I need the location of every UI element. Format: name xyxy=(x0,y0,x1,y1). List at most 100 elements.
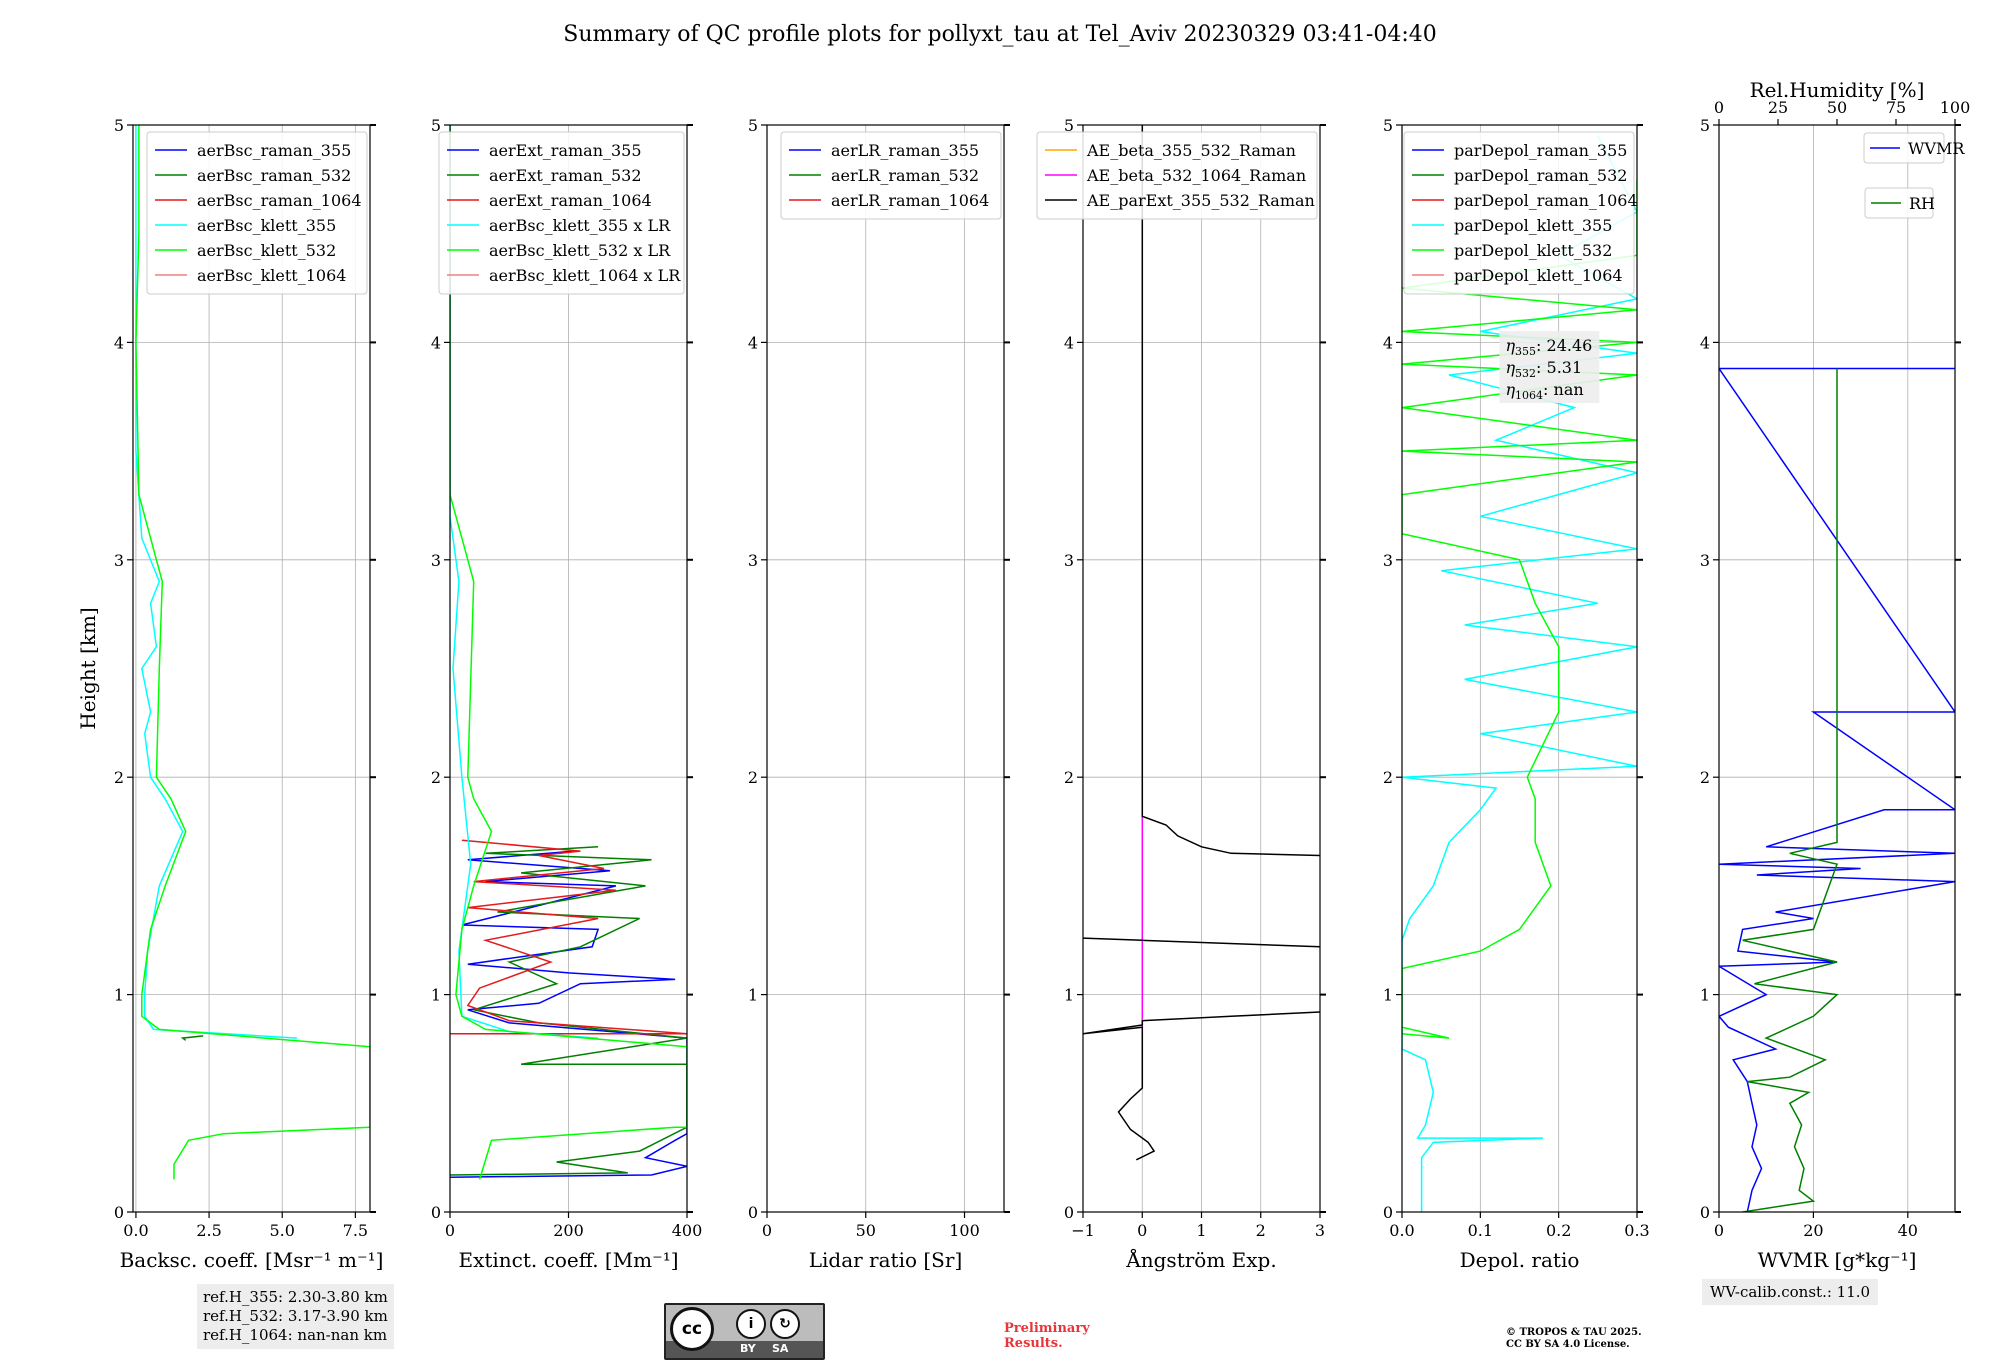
x-tick-label: 0.2 xyxy=(1546,1221,1571,1240)
x2-tick-label: 100 xyxy=(1940,98,1971,117)
legend-label: AE_parExt_355_532_Raman xyxy=(1086,191,1315,210)
legend-label: aerExt_raman_355 xyxy=(489,141,642,160)
eta-annotation: η532: 5.31 xyxy=(1505,358,1582,380)
y-tick-label: 4 xyxy=(431,333,441,352)
axes-frame xyxy=(132,124,371,1213)
y-tick-label: 0 xyxy=(748,1203,758,1222)
legend-label: aerBsc_raman_355 xyxy=(197,141,351,160)
x-tick-label: 3 xyxy=(1315,1221,1325,1240)
ref-height-355: ref.H_355: 2.30-3.80 km xyxy=(203,1288,388,1306)
y-tick-label: 0 xyxy=(1064,1203,1074,1222)
attribution-icon: i xyxy=(736,1309,766,1339)
badge-by-label: BY xyxy=(740,1342,756,1355)
legend-label: WVMR xyxy=(1908,139,1965,158)
y-tick-label: 5 xyxy=(114,116,124,135)
share-alike-icon: ↻ xyxy=(770,1309,800,1339)
y-tick-label: 5 xyxy=(1383,116,1393,135)
copyright-line-1: © TROPOS & TAU 2025. xyxy=(1506,1327,1642,1338)
y-tick-label: 4 xyxy=(1383,333,1393,352)
panel-3 xyxy=(761,124,1010,1218)
ref-height-532: ref.H_532: 3.17-3.90 km xyxy=(203,1307,388,1325)
legend-box xyxy=(438,131,685,295)
x-axis-label: Ångström Exp. xyxy=(1125,1247,1276,1272)
series-line-aerext-raman-355 xyxy=(450,850,687,1178)
legend-label: parDepol_raman_1064 xyxy=(1454,191,1638,210)
y-tick-label: 5 xyxy=(1700,116,1710,135)
x-tick-label: 7.5 xyxy=(343,1221,368,1240)
legend-label: parDepol_klett_532 xyxy=(1454,241,1612,260)
x-tick-label: 20 xyxy=(1803,1221,1823,1240)
y-tick-label: 4 xyxy=(1700,333,1710,352)
legend-label: parDepol_klett_1064 xyxy=(1454,266,1623,285)
y-tick-label: 5 xyxy=(1064,116,1074,135)
legend-label: parDepol_klett_355 xyxy=(1454,216,1612,235)
series-line-ae-parext-355-532-raman xyxy=(1083,1011,1320,1161)
axes-frame xyxy=(1401,124,1638,1213)
y-tick-label: 1 xyxy=(1700,986,1710,1005)
reference-height-box: ref.H_355: 2.30-3.80 km ref.H_532: 3.17-… xyxy=(197,1284,394,1349)
x-tick-label: 1 xyxy=(1196,1221,1206,1240)
x-tick-label: 5.0 xyxy=(269,1221,294,1240)
series-line-aerbsc-klett-355-x-lr xyxy=(450,125,599,1039)
y-tick-label: 0 xyxy=(1700,1203,1710,1222)
y-tick-label: 2 xyxy=(114,768,124,787)
legend-box xyxy=(146,131,368,295)
series-line-wvmr xyxy=(1719,367,1955,1212)
preliminary-line-2: Results. xyxy=(1004,1336,1063,1351)
panel-2 xyxy=(438,124,693,1218)
x-tick-label: 100 xyxy=(949,1221,980,1240)
y-tick-label: 4 xyxy=(748,333,758,352)
x2-tick-label: 25 xyxy=(1768,98,1788,117)
panel-6 xyxy=(1713,119,1961,1218)
x-tick-label: 50 xyxy=(856,1221,876,1240)
y-tick-label: 4 xyxy=(114,333,124,352)
y-tick-label: 1 xyxy=(748,986,758,1005)
series-line-pardepol-klett-355 xyxy=(1402,135,1637,1212)
y-tick-label: 2 xyxy=(748,768,758,787)
y-tick-label: 3 xyxy=(1383,551,1393,570)
y-tick-label: 1 xyxy=(114,986,124,1005)
series-line-rh xyxy=(1742,368,1839,1212)
x-axis-label: Lidar ratio [Sr] xyxy=(809,1248,963,1272)
series-line-ae-parext-355-532-raman-c xyxy=(1141,125,1320,857)
y-axis-label: Height [km] xyxy=(76,607,100,729)
preliminary-note: Preliminary Results. xyxy=(1004,1321,1090,1351)
x-tick-label: 0 xyxy=(445,1221,455,1240)
y-tick-label: 0 xyxy=(1383,1203,1393,1222)
x-tick-label: 0 xyxy=(1714,1221,1724,1240)
legend-label: aerBsc_klett_355 x LR xyxy=(489,216,671,235)
y-tick-label: 2 xyxy=(431,768,441,787)
y-tick-label: 0 xyxy=(114,1203,124,1222)
series-line-pardepol-klett-532 xyxy=(1402,179,1637,1039)
y-tick-label: 3 xyxy=(1064,551,1074,570)
y-tick-label: 3 xyxy=(114,551,124,570)
eta-annotation: η1064: nan xyxy=(1505,380,1583,402)
panel-5 xyxy=(1396,124,1643,1218)
y-tick-label: 5 xyxy=(431,116,441,135)
cc-by-sa-license-badge: cc i ↻ BY SA xyxy=(664,1303,825,1360)
y-tick-label: 2 xyxy=(1383,768,1393,787)
x-tick-label: 0.3 xyxy=(1624,1221,1649,1240)
panel-1 xyxy=(127,124,376,1218)
x-axis-label: WVMR [g*kg⁻¹] xyxy=(1758,1248,1917,1272)
legend-label: aerBsc_klett_355 xyxy=(197,216,336,235)
eta-annotation-box xyxy=(1499,331,1600,403)
figure-title: Summary of QC profile plots for pollyxt_… xyxy=(563,22,1437,47)
legend-label: aerLR_raman_355 xyxy=(831,141,979,160)
y-tick-label: 3 xyxy=(431,551,441,570)
series-line-aerbsc-raman-532 xyxy=(180,1035,204,1041)
x-tick-label: 200 xyxy=(553,1221,584,1240)
x2-tick-label: 75 xyxy=(1886,98,1906,117)
x-axis-label: Extinct. coeff. [Mm⁻¹] xyxy=(458,1248,678,1272)
x-tick-label: 2.5 xyxy=(196,1221,221,1240)
cc-icon: cc xyxy=(670,1307,714,1351)
y-tick-label: 4 xyxy=(1064,333,1074,352)
copyright-line-2: CC BY SA 4.0 License. xyxy=(1506,1339,1630,1350)
x-tick-label: 0 xyxy=(762,1221,772,1240)
x2-tick-label: 0 xyxy=(1714,98,1724,117)
legend-label: aerBsc_raman_532 xyxy=(197,166,351,185)
legend-label: aerBsc_klett_1064 xyxy=(197,266,346,285)
y-tick-label: 3 xyxy=(1700,551,1710,570)
x2-axis-label: Rel.Humidity [%] xyxy=(1750,78,1925,102)
